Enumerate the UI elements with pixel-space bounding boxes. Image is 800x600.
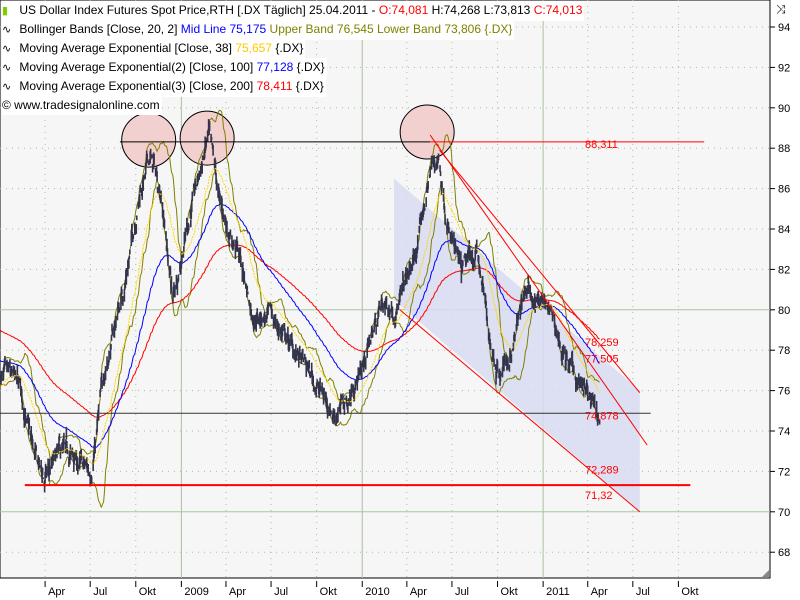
indicator-name: Moving Average Exponential [Close, 38]	[19, 41, 232, 55]
bb-symbol: {.DX}	[484, 22, 513, 36]
trend-line	[399, 309, 641, 513]
top-marker-circle	[121, 112, 177, 168]
indicator-name: Moving Average Exponential(3) [Close, 20…	[19, 79, 254, 93]
y-tick-label: 90	[778, 103, 790, 115]
bb-mid: Mid Line 75,175	[180, 22, 267, 36]
trend-line	[439, 149, 641, 393]
candle-icon: ▮	[2, 5, 9, 17]
x-tick-label: Okt	[501, 586, 518, 598]
indicator-symbol: {.DX}	[296, 60, 325, 74]
y-tick-label: 74	[778, 426, 790, 438]
ema200-line	[0, 244, 600, 418]
level-label: 71,32	[585, 490, 613, 502]
x-tick-label: Apr	[229, 586, 246, 598]
x-tick-label: Apr	[591, 586, 608, 598]
y-tick-label: 92	[778, 62, 790, 74]
level-label: 78,259	[585, 337, 619, 349]
legend-bollinger[interactable]: ∿ Bollinger Bands [Close, 20, 2] Mid Lin…	[2, 20, 515, 40]
x-tick-label: Apr	[48, 586, 65, 598]
y-tick-label: 68	[778, 547, 790, 559]
level-label: 74,878	[585, 410, 619, 422]
y-tick-label: 84	[778, 224, 790, 236]
trend-line	[429, 134, 648, 446]
bb-bands: Upper Band 76,545 Lower Band 73,806	[269, 22, 482, 36]
y-tick-label: 86	[778, 184, 790, 196]
indicator-wave-icon: ∿	[2, 81, 12, 93]
y-tick-label: 94	[778, 22, 790, 34]
x-axis: Apr Jul Okt 2009 Apr Jul Okt 2010 Apr Jul Okt 2011 A…	[44, 581, 699, 598]
indicator-name: Moving Average Exponential(2) [Close, 10…	[19, 60, 254, 74]
indicator-symbol: {.DX}	[295, 79, 324, 93]
indicator-name: Bollinger Bands [Close, 20, 2]	[19, 22, 178, 36]
y-tick-label: 88	[778, 143, 790, 155]
copyright: © www.tradesignalonline.com	[2, 96, 162, 115]
annotation-layer-front: 88,311 74,878 71,32 78,259 77,505 72,289	[0, 134, 705, 513]
level-label: 72,289	[585, 464, 619, 476]
legend-ema38[interactable]: ∿ Moving Average Exponential [Close, 38]…	[2, 39, 306, 59]
level-label: 88,311	[585, 139, 618, 151]
date: 25.04.2011	[309, 3, 369, 17]
y-tick-label: 72	[778, 466, 790, 478]
level-label: 77,505	[585, 353, 619, 365]
symbol-title: US Dollar Index Futures Spot Price,RTH […	[19, 3, 306, 17]
y-axis: 68 70 72 74 76 78 80 82 84 86 88 90 92 94	[770, 22, 790, 559]
x-tick-label: Okt	[320, 586, 337, 598]
x-tick-label: Jul	[93, 586, 107, 598]
resize-handle-icon[interactable]	[762, 570, 769, 577]
x-tick-label: Jul	[274, 586, 288, 598]
x-tick-label: Apr	[410, 586, 427, 598]
indicator-value: 78,411	[256, 79, 293, 93]
x-tick-label: Okt	[139, 586, 156, 598]
y-tick-label: 76	[778, 386, 790, 398]
top-marker-circle	[399, 104, 455, 160]
y-tick-label: 80	[778, 305, 790, 317]
y-tick-label: 78	[778, 345, 790, 357]
legend-ema200[interactable]: ∿ Moving Average Exponential(3) [Close, …	[2, 77, 326, 97]
x-tick-label: Okt	[681, 586, 698, 598]
indicator-value: 77,128	[256, 60, 294, 74]
indicator-symbol: {.DX}	[275, 41, 304, 55]
indicator-wave-icon: ∿	[2, 24, 12, 36]
indicator-wave-icon: ∿	[2, 43, 12, 55]
series-layer	[0, 109, 601, 508]
legend-ema100[interactable]: ∿ Moving Average Exponential(2) [Close, …	[2, 58, 327, 78]
close-value: C:74,013	[533, 3, 583, 17]
legend: ▮ US Dollar Index Futures Spot Price,RTH…	[2, 1, 585, 115]
price-bars	[0, 119, 601, 493]
indicator-value: 75,657	[235, 41, 272, 55]
x-tick-label: Jul	[455, 586, 469, 598]
x-tick-label: 2010	[365, 586, 389, 598]
x-tick-label: Jul	[636, 586, 650, 598]
legend-header: ▮ US Dollar Index Futures Spot Price,RTH…	[2, 1, 585, 21]
open-value: O:74,081	[378, 3, 429, 17]
ema100-line	[0, 204, 600, 449]
indicator-wave-icon: ∿	[2, 62, 12, 74]
x-tick-label: 2011	[546, 586, 570, 598]
x-tick-label: 2009	[184, 586, 208, 598]
low-value: L:73,813	[483, 3, 531, 17]
y-tick-label: 70	[778, 507, 790, 519]
y-tick-label: 82	[778, 264, 790, 276]
ema38-line	[0, 168, 600, 465]
high-value: H:74,268	[431, 3, 481, 17]
crosshair-toggle-icon[interactable]: ⤨	[776, 2, 786, 16]
